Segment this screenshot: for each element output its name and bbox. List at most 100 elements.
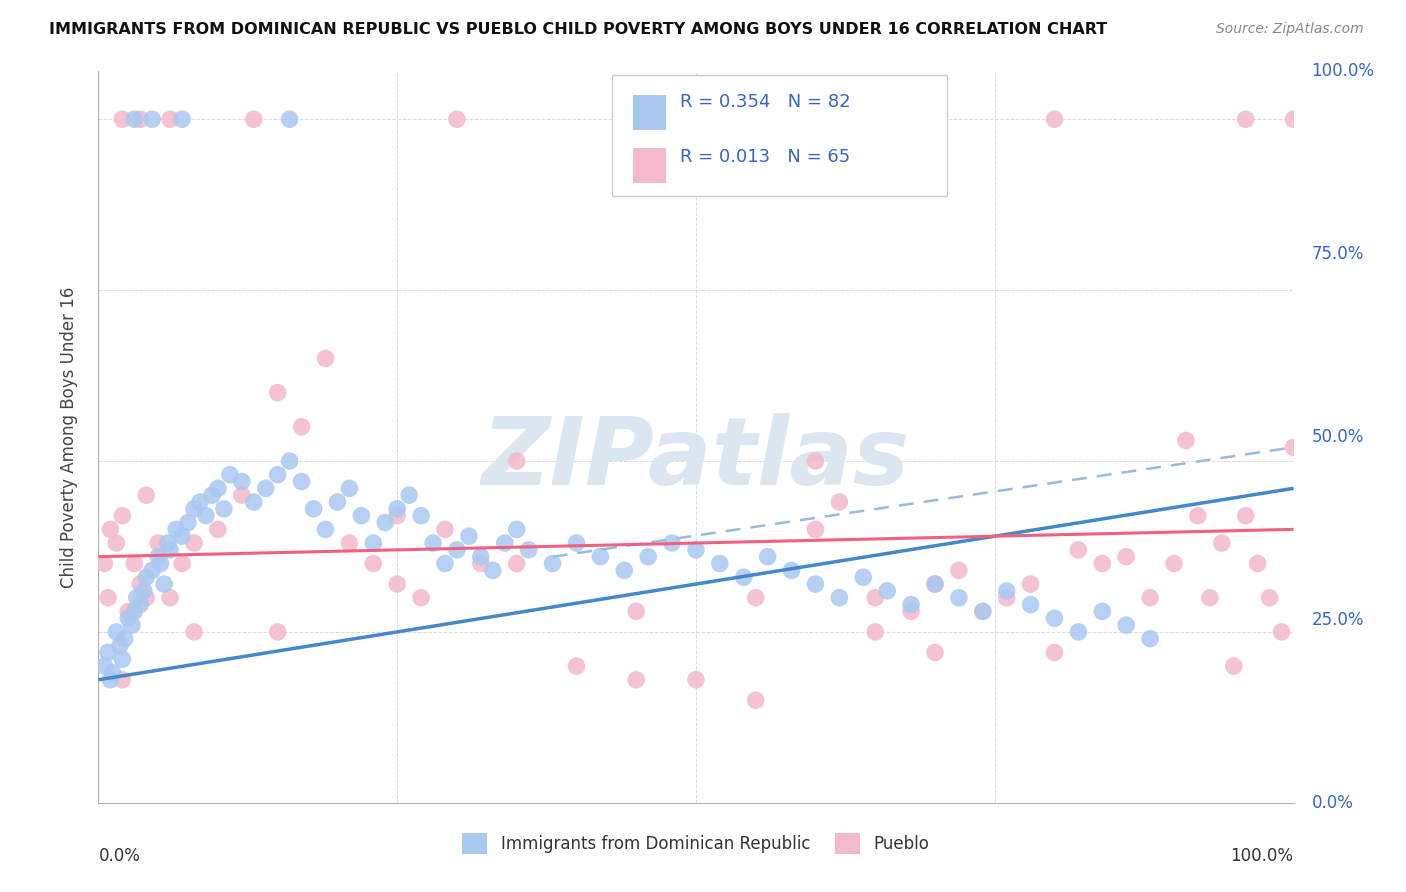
Point xyxy=(865,591,887,605)
Point xyxy=(117,611,139,625)
Point xyxy=(207,481,229,495)
Point xyxy=(172,529,194,543)
Legend: Immigrants from Dominican Republic, Pueblo: Immigrants from Dominican Republic, Pueb… xyxy=(456,827,936,860)
Point xyxy=(188,495,211,509)
Point xyxy=(1091,604,1114,618)
Point xyxy=(172,112,194,127)
Point xyxy=(565,536,588,550)
Point xyxy=(745,693,768,707)
Point xyxy=(156,536,179,550)
Point xyxy=(177,516,200,530)
Point xyxy=(458,529,481,543)
Point xyxy=(852,570,875,584)
Point xyxy=(315,351,337,366)
Point xyxy=(948,591,970,605)
Point xyxy=(506,557,529,571)
Point xyxy=(411,591,433,605)
Point xyxy=(172,557,194,571)
Point xyxy=(183,536,205,550)
Point xyxy=(446,112,468,127)
Point xyxy=(291,420,314,434)
Point xyxy=(1019,598,1042,612)
Point xyxy=(114,632,136,646)
Point xyxy=(446,542,468,557)
Text: 50.0%: 50.0% xyxy=(1312,428,1364,446)
Point xyxy=(111,112,134,127)
Point xyxy=(1271,624,1294,639)
Text: R = 0.354   N = 82: R = 0.354 N = 82 xyxy=(681,94,851,112)
Point xyxy=(1067,542,1090,557)
Point xyxy=(661,536,683,550)
Point xyxy=(565,659,588,673)
Point xyxy=(1187,508,1209,523)
Point xyxy=(183,624,205,639)
Text: R = 0.013   N = 65: R = 0.013 N = 65 xyxy=(681,148,851,166)
Text: 25.0%: 25.0% xyxy=(1312,611,1364,629)
Point xyxy=(201,488,224,502)
Point xyxy=(1043,112,1066,127)
Point xyxy=(924,577,946,591)
Point xyxy=(828,495,851,509)
Point xyxy=(339,536,361,550)
Point xyxy=(267,467,290,482)
Point xyxy=(828,591,851,605)
Point xyxy=(278,454,301,468)
Point xyxy=(97,591,120,605)
Point xyxy=(165,522,187,536)
Text: 75.0%: 75.0% xyxy=(1312,245,1364,263)
Point xyxy=(398,488,420,502)
Point xyxy=(117,604,139,618)
FancyBboxPatch shape xyxy=(633,148,666,183)
Point xyxy=(685,542,707,557)
Text: Source: ZipAtlas.com: Source: ZipAtlas.com xyxy=(1216,22,1364,37)
Point xyxy=(804,522,827,536)
Point xyxy=(733,570,755,584)
Point xyxy=(972,604,994,618)
Point xyxy=(1175,434,1198,448)
Point xyxy=(626,673,648,687)
Point xyxy=(243,495,266,509)
Point xyxy=(231,475,253,489)
FancyBboxPatch shape xyxy=(633,95,666,129)
Point xyxy=(291,475,314,489)
Point xyxy=(1247,557,1270,571)
Point xyxy=(470,557,492,571)
Point xyxy=(350,508,373,523)
Point xyxy=(363,536,385,550)
Point xyxy=(278,112,301,127)
Point xyxy=(1139,632,1161,646)
Point xyxy=(434,522,457,536)
Point xyxy=(302,501,325,516)
Point xyxy=(385,501,409,516)
Point xyxy=(148,536,170,550)
Point xyxy=(613,563,636,577)
Point xyxy=(972,604,994,618)
Point xyxy=(159,591,181,605)
Point xyxy=(153,577,176,591)
Point xyxy=(183,501,205,516)
Point xyxy=(98,673,122,687)
Point xyxy=(111,508,134,523)
Point xyxy=(105,624,128,639)
Point xyxy=(1163,557,1185,571)
Point xyxy=(1043,645,1066,659)
Point xyxy=(159,112,181,127)
Point xyxy=(804,454,827,468)
Point xyxy=(1115,549,1137,564)
Point xyxy=(924,645,946,659)
Point xyxy=(207,522,229,536)
Text: ZIPatlas: ZIPatlas xyxy=(482,413,910,505)
Point xyxy=(1043,611,1066,625)
Point xyxy=(129,577,152,591)
Point xyxy=(1199,591,1222,605)
Point xyxy=(363,557,385,571)
Point xyxy=(900,598,922,612)
Point xyxy=(124,557,146,571)
Point xyxy=(141,563,163,577)
Point xyxy=(135,570,157,584)
Point xyxy=(709,557,731,571)
Point xyxy=(995,591,1018,605)
Point xyxy=(745,591,768,605)
Point xyxy=(129,598,152,612)
Point xyxy=(374,516,396,530)
